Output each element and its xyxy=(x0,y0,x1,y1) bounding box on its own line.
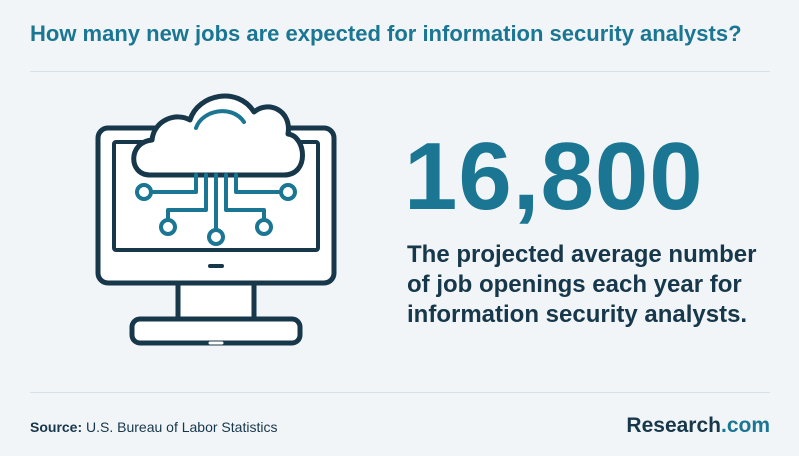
top-divider xyxy=(30,71,770,72)
monitor-stand-base xyxy=(129,316,303,346)
monitor-stand-neck xyxy=(175,280,257,322)
brand-logo: Research.com xyxy=(626,414,770,438)
source-citation: Source: U.S. Bureau of Labor Statistics xyxy=(30,419,277,435)
cloud-inner-accent xyxy=(194,109,246,130)
logo-tld: .com xyxy=(720,414,770,437)
cloud-computer-network-icon xyxy=(95,93,337,346)
stat-value: 16,800 xyxy=(404,123,704,230)
bottom-divider xyxy=(30,392,770,393)
source-label: Source: xyxy=(30,419,83,435)
stat-description: The projected average number of job open… xyxy=(407,241,757,328)
logo-brand: Research xyxy=(626,414,721,437)
circuit-node xyxy=(279,183,297,201)
circuit-node xyxy=(159,218,177,236)
circuit-node xyxy=(255,218,273,236)
cloud-shape xyxy=(131,93,305,178)
source-text: U.S. Bureau of Labor Statistics xyxy=(86,419,278,435)
circuit-node xyxy=(135,183,153,201)
circuit-node xyxy=(207,228,225,246)
page-title: How many new jobs are expected for infor… xyxy=(30,21,742,46)
